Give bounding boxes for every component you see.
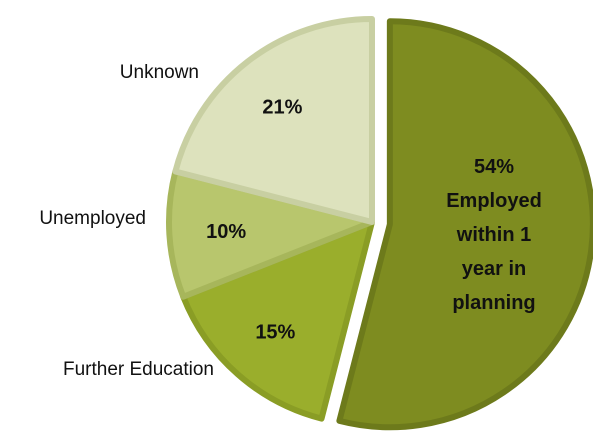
slice-percent-unknown: 21% [262,97,302,119]
category-label-unemployed: Unemployed [39,208,146,229]
pie-slice-unemployed [166,168,375,300]
slice-percent-further-education: 15% [255,322,295,344]
pie-slice-further-education [180,219,375,422]
pie-slice-employed-within-1-year-in-planning [336,18,593,431]
slice-percent-unemployed: 10% [206,221,246,243]
category-label-unknown: Unknown [120,62,199,83]
slice-label-employed-within-1-year-in-planning: 54% Employed within 1 year in planning [446,156,542,314]
category-label-further-education: Further Education [63,359,214,380]
pie-slice-unknown [172,16,375,225]
